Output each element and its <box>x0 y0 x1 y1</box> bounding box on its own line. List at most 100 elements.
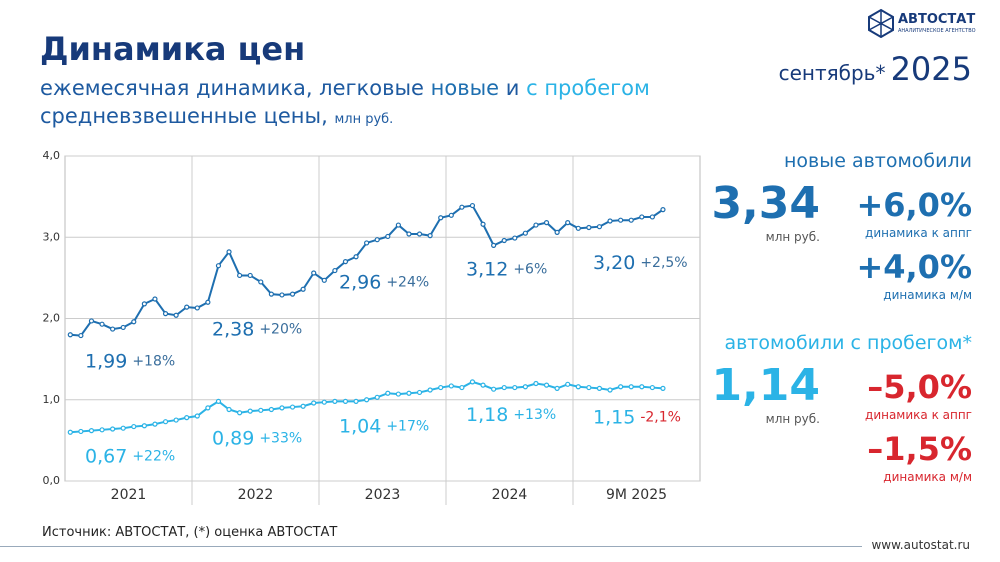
point <box>660 207 666 213</box>
point <box>448 383 454 389</box>
annotation-change: +18% <box>132 353 175 369</box>
point <box>596 224 603 230</box>
point <box>152 296 158 302</box>
x-group-label: 2022 <box>238 487 274 503</box>
annotation-value: 2,96 <box>339 271 381 293</box>
point <box>247 408 253 414</box>
annotation-change: +33% <box>259 431 302 447</box>
point <box>67 332 73 338</box>
point <box>565 381 571 387</box>
annotation-value: 3,20 <box>593 252 635 274</box>
subtitle-new: новые <box>430 76 500 100</box>
point <box>205 299 211 305</box>
point <box>78 428 84 435</box>
point <box>184 304 190 310</box>
point <box>289 291 296 297</box>
point <box>406 390 412 396</box>
annotation-change: +13% <box>513 407 556 423</box>
annotation-value: 0,89 <box>212 427 254 449</box>
subtitle-text: и <box>499 76 527 100</box>
point <box>332 267 338 274</box>
logo-icon <box>868 8 894 38</box>
panel-unit: млн руб. <box>765 412 820 426</box>
point <box>512 384 518 391</box>
logo-name: АВТОСТАТ <box>898 12 976 27</box>
point <box>522 230 528 236</box>
point <box>300 403 306 409</box>
point <box>554 229 560 235</box>
panel-value: 3,34 <box>711 178 820 229</box>
point <box>342 259 349 265</box>
point <box>374 394 380 400</box>
annotation-change: +6% <box>513 262 547 278</box>
subtitle-text: ежемесячная динамика, легковые <box>40 76 431 100</box>
x-group-label: 2023 <box>365 487 401 503</box>
point <box>237 410 243 416</box>
point <box>88 428 95 434</box>
y-tick-label: 4,0 <box>43 149 61 162</box>
annotation: 2,38 +20% <box>212 318 302 340</box>
x-group-label: 9М 2025 <box>606 487 667 503</box>
point <box>438 215 444 221</box>
point <box>395 222 401 228</box>
y-tick-label: 1,0 <box>43 393 61 406</box>
panel-change-label: динамика м/м <box>883 288 972 302</box>
annotation-change: -2,1% <box>640 410 681 426</box>
point <box>385 233 391 240</box>
panel-heading: автомобили с пробегом* <box>724 332 972 354</box>
point <box>543 382 550 388</box>
point <box>374 237 380 243</box>
point <box>311 400 317 406</box>
period-year: 2025 <box>890 50 972 88</box>
point <box>120 425 126 431</box>
annotation-change: +2,5% <box>640 255 687 271</box>
panel-change: –5,0% <box>867 368 972 406</box>
point <box>575 225 581 231</box>
annotation: 2,96 +24% <box>339 271 429 293</box>
point <box>427 387 433 393</box>
period: сентябрь* 2025 <box>779 50 972 88</box>
point <box>512 235 518 241</box>
point <box>639 384 645 390</box>
point <box>522 384 528 390</box>
point <box>173 312 179 318</box>
point <box>226 249 232 255</box>
point <box>501 237 507 244</box>
point <box>586 384 592 391</box>
point <box>448 212 454 218</box>
point <box>110 326 116 332</box>
point <box>596 385 603 391</box>
point <box>459 204 465 210</box>
point <box>279 405 285 411</box>
x-group-label: 2021 <box>111 487 147 503</box>
point <box>311 270 317 276</box>
point <box>469 202 476 209</box>
point <box>469 379 476 385</box>
point <box>88 318 95 324</box>
annotation-value: 0,67 <box>85 445 127 467</box>
panel-heading: новые автомобили <box>783 150 972 172</box>
point <box>533 222 539 228</box>
y-tick-label: 0,0 <box>43 474 61 487</box>
point <box>628 384 634 390</box>
point <box>237 272 243 279</box>
panel-change-label: динамика м/м <box>883 470 972 484</box>
point <box>141 423 147 429</box>
annotation-value: 3,12 <box>466 258 508 280</box>
point <box>385 390 391 396</box>
point <box>416 231 423 237</box>
annotation: 1,99 +18% <box>85 350 175 372</box>
point <box>628 217 634 223</box>
point <box>395 391 401 397</box>
point <box>364 240 370 246</box>
logo-tagline: АНАЛИТИЧЕСКОЕ АГЕНТСТВО <box>898 28 976 34</box>
panel-change: –1,5% <box>867 430 972 468</box>
annotation-value: 1,04 <box>339 415 381 437</box>
y-tick-label: 2,0 <box>43 312 61 325</box>
panel-value: 1,14 <box>711 360 820 411</box>
annotation-change: +24% <box>386 275 429 291</box>
panel-unit: млн руб. <box>765 230 820 244</box>
point <box>406 231 412 237</box>
point <box>427 233 433 239</box>
point <box>173 417 179 423</box>
